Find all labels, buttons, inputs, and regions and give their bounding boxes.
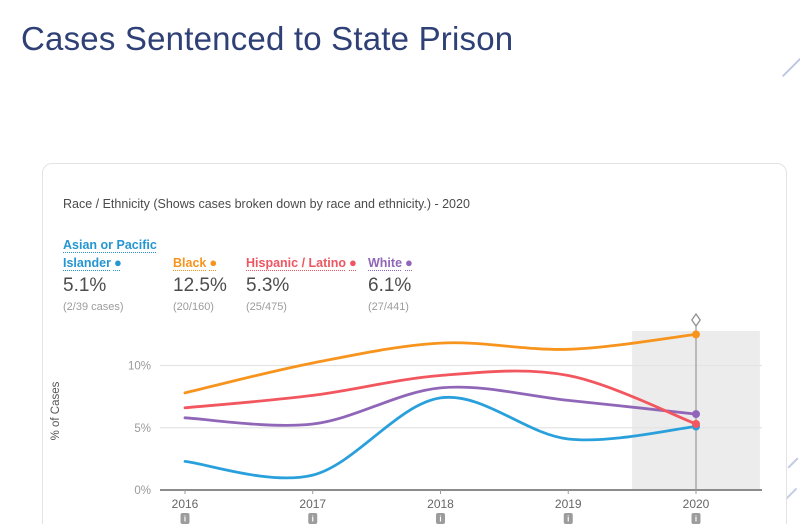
race-ethnicity-card: Race / Ethnicity (Shows cases broken dow… [42, 163, 787, 524]
card-header: Race / Ethnicity (Shows cases broken dow… [63, 197, 470, 211]
svg-text:i: i [312, 515, 314, 524]
y-axis-label: % of Cases [50, 381, 62, 440]
legend-label[interactable]: Hispanic / Latino [246, 255, 347, 270]
info-icon[interactable]: i [691, 513, 701, 524]
legend-count: (2/39 cases) [63, 300, 124, 313]
legend-dot-icon: ● [113, 254, 122, 270]
legend-value: 5.3% [246, 275, 290, 296]
legend-count: (27/441) [368, 300, 409, 313]
year-label-2016: 2016 [172, 497, 199, 511]
svg-text:i: i [439, 515, 441, 524]
info-icon[interactable]: i [308, 513, 318, 524]
legend-label[interactable]: Asian or Pacific Islander [63, 238, 157, 270]
series-endpoint-black[interactable] [692, 330, 700, 339]
series-line-white[interactable] [183, 385, 698, 427]
y-tick-label: 10% [128, 361, 151, 373]
legend-item-black: Black ● 12.5% (20/160) [173, 236, 227, 313]
line-chart: 0% 5% 10% 2016 i 2017 i 2018 i 2019 i 2020 i % of Cas… [50, 312, 762, 524]
series-line-black[interactable] [183, 333, 698, 395]
decorative-diagonal [781, 48, 800, 78]
series-endpoint-hispanic-latino[interactable] [692, 420, 700, 428]
legend-item-asian-or-pacific-islander: Asian or Pacific Islander ● 5.1% (2/39 ca… [63, 236, 163, 313]
year-label-2020: 2020 [683, 497, 710, 511]
svg-text:i: i [695, 515, 697, 524]
info-icon[interactable]: i [436, 513, 445, 524]
legend-value: 5.1% [63, 275, 107, 296]
legend-label[interactable]: White [368, 255, 403, 270]
legend-count: (25/475) [246, 300, 287, 313]
marker-diamond-icon[interactable] [691, 312, 701, 328]
year-label-2019: 2019 [555, 497, 582, 511]
legend-dot-icon: ● [209, 254, 218, 270]
svg-text:i: i [567, 515, 569, 524]
legend-value: 6.1% [368, 275, 412, 296]
legend-label[interactable]: Black [173, 255, 207, 270]
y-tick-label: 0% [134, 485, 151, 497]
y-tick-label: 5% [134, 423, 151, 435]
legend-item-white: White ● 6.1% (27/441) [368, 236, 413, 313]
legend-item-hispanic-latino: Hispanic / Latino ● 5.3% (25/475) [246, 236, 357, 313]
page-title: Cases Sentenced to State Prison [21, 20, 514, 57]
legend-dot-icon: ● [349, 254, 357, 270]
legend-count: (20/160) [173, 300, 214, 313]
year-label-2018: 2018 [427, 497, 454, 511]
legend-value: 12.5% [173, 275, 227, 296]
legend-dot-icon: ● [405, 254, 413, 270]
decorative-diagonal [787, 457, 799, 469]
year-label-2017: 2017 [299, 497, 326, 511]
series-line-asian-or-pacific-islander[interactable] [183, 395, 698, 480]
info-icon[interactable]: i [563, 513, 573, 524]
series-endpoint-white[interactable] [692, 410, 700, 419]
svg-text:i: i [184, 515, 186, 524]
info-icon[interactable]: i [180, 513, 190, 524]
series-line-hispanic-latino[interactable] [183, 369, 698, 426]
